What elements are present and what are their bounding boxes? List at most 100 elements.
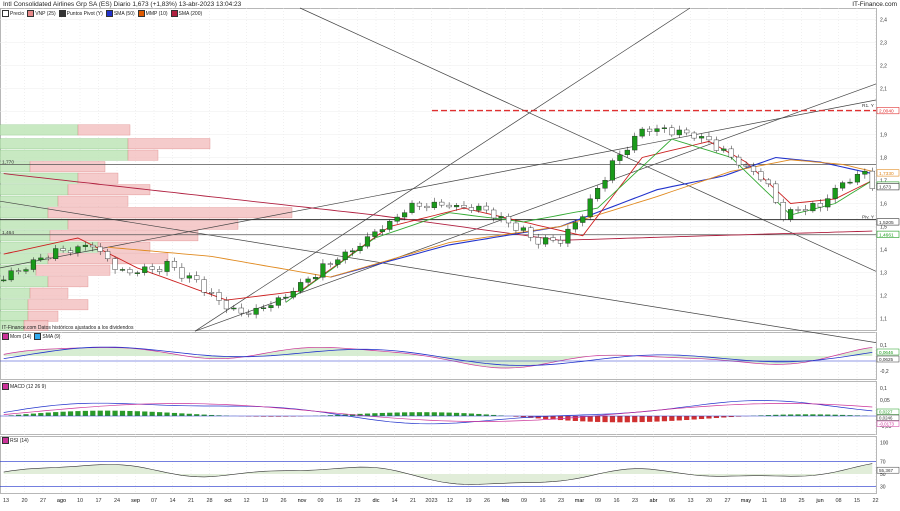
legend-swatch <box>2 333 9 340</box>
legend-item-macd[interactable]: MACD (12 26 9) <box>2 383 46 390</box>
candle-up <box>677 130 682 135</box>
macd-bar-up <box>68 411 73 416</box>
x-tick-label: 09 <box>595 498 601 504</box>
level-label: R1. Y <box>862 103 875 109</box>
x-tick-label: 11 <box>762 498 768 504</box>
x-tick-label: 19 <box>465 498 471 504</box>
candle-down <box>239 308 244 313</box>
candle-down <box>766 180 771 184</box>
macd-bar-up <box>46 413 51 416</box>
indicator-tag: 0,0227 <box>879 410 893 415</box>
macd-bar-up <box>112 411 117 416</box>
candle-down <box>224 300 229 309</box>
candle-up <box>306 279 311 282</box>
candle-up <box>142 267 147 273</box>
macd-bar-up <box>164 413 169 416</box>
legend-item-mom-sma[interactable]: SMA (9) <box>34 333 60 340</box>
legend-label: Precio <box>10 11 24 17</box>
legend-swatch <box>138 10 145 17</box>
macd-bar-up <box>432 412 437 416</box>
candle-up <box>476 206 481 210</box>
candle-up <box>862 171 867 174</box>
macd-bar-down <box>647 416 652 422</box>
x-tick-label: 16 <box>613 498 619 504</box>
legend-item-vnp[interactable]: VNP (25) <box>27 10 55 17</box>
legend-label: MMP (10) <box>146 11 168 17</box>
candle-up <box>24 270 29 272</box>
x-tick-label: 12 <box>447 498 453 504</box>
candle-up <box>231 308 236 309</box>
volume-profile-up <box>0 185 68 195</box>
candle-down <box>818 203 823 207</box>
candle-up <box>135 273 140 274</box>
x-tick-label: 16 <box>539 498 545 504</box>
x-tick-label: 19 <box>262 498 268 504</box>
candle-down <box>46 258 51 259</box>
candle-down <box>558 240 563 243</box>
volume-profile-up <box>0 125 78 135</box>
macd-bar-up <box>135 411 140 416</box>
y-tick-label: 2,1 <box>880 87 887 93</box>
x-tick-label: 13 <box>687 498 693 504</box>
y-tick-label: 0,05 <box>880 398 890 404</box>
candle-down <box>803 209 808 210</box>
candle-up <box>395 217 400 221</box>
volume-profile-down <box>78 173 118 183</box>
x-tick-label: 23 <box>632 498 638 504</box>
candle-up <box>343 252 348 260</box>
candle-up <box>38 258 43 260</box>
volume-profile-up <box>0 196 58 206</box>
x-tick-label: 07 <box>151 498 157 504</box>
macd-bar-down <box>654 416 659 422</box>
candle-down <box>751 166 756 171</box>
panel-frame-macd <box>1 382 877 435</box>
legend-label: MACD (12 26 9) <box>10 384 46 390</box>
legend-label: VNP (25) <box>35 11 55 17</box>
candle-up <box>811 203 816 211</box>
macd-legend: MACD (12 26 9) <box>2 383 49 390</box>
volume-profile-down <box>68 219 238 229</box>
x-tick-label: 13 <box>3 498 9 504</box>
candle-down <box>462 205 467 207</box>
y-tick-label: 70 <box>880 459 886 465</box>
macd-bar-up <box>172 413 177 416</box>
y-tick-label: 100 <box>880 440 889 446</box>
macd-bar-up <box>409 412 414 416</box>
legend-item-rsi[interactable]: RSI (14) <box>2 437 29 444</box>
x-tick-label: 08 <box>835 498 841 504</box>
x-tick-label: feb <box>502 498 510 504</box>
legend-item-price[interactable]: Precio <box>2 10 24 17</box>
legend-item-sma200[interactable]: SMA (200) <box>171 10 203 17</box>
x-tick-label: 09 <box>521 498 527 504</box>
legend-swatch <box>2 383 9 390</box>
legend-swatch <box>2 437 9 444</box>
legend-item-pivot[interactable]: Puntos Pivot (Y) <box>59 10 103 17</box>
macd-bar-down <box>632 416 637 422</box>
x-tick-label: nov <box>298 498 307 504</box>
y-tick-label: -0,2 <box>880 369 889 375</box>
candle-down <box>707 136 712 140</box>
footer-note: IT-Finance.com Datos históricos ajustado… <box>2 325 133 331</box>
candle-down <box>551 238 556 241</box>
candle-up <box>83 245 88 247</box>
macd-bar-down <box>595 416 600 422</box>
price-tag: 2,0040 <box>879 109 894 115</box>
level-label: 1,464 <box>2 230 14 236</box>
candle-up <box>833 188 838 198</box>
indicator-tag: 0,0246 <box>879 416 893 421</box>
legend-item-mmp10[interactable]: MMP (10) <box>138 10 168 17</box>
legend-label: RSI (14) <box>10 438 29 444</box>
candle-up <box>165 261 170 271</box>
candle-down <box>98 247 103 252</box>
legend-item-mom[interactable]: Mom (14) <box>2 333 31 340</box>
macd-bar-up <box>98 411 103 416</box>
legend-item-sma50[interactable]: SMA (50) <box>106 10 135 17</box>
candle-down <box>773 184 778 202</box>
volume-profile-down <box>98 242 150 252</box>
macd-bar-up <box>31 414 36 416</box>
macd-bar-up <box>187 414 192 416</box>
candle-up <box>410 203 415 213</box>
trendline <box>300 8 876 271</box>
macd-bar-down <box>677 416 682 420</box>
macd-bar-up <box>23 414 28 416</box>
